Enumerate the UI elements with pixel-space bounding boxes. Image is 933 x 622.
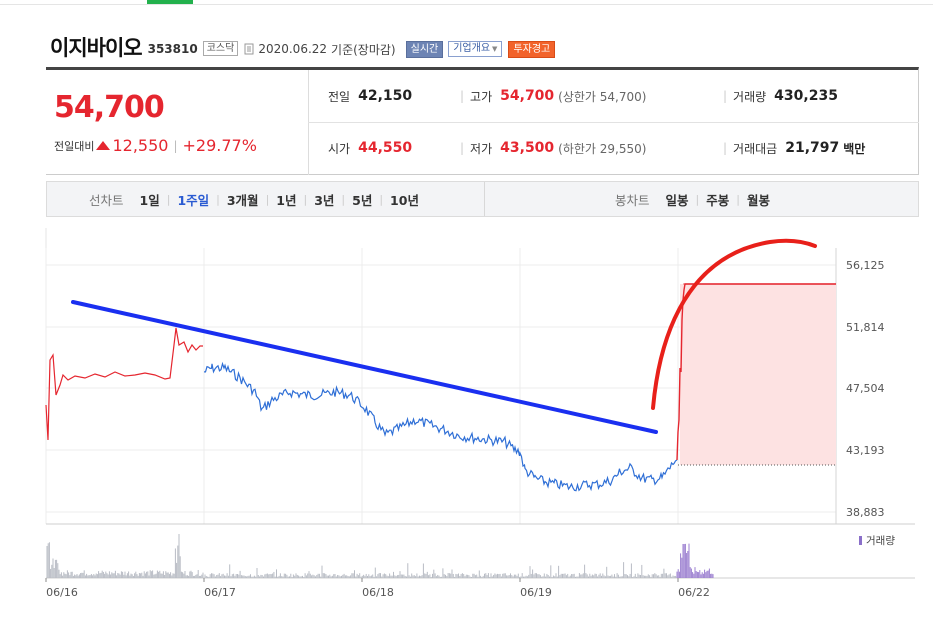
candle-selector: 봉차트 일봉 | 주봉 | 월봉 [615,182,770,216]
x-tick-label: 06/17 [204,586,236,599]
separator: | [723,141,728,155]
company-overview-label: 기업개요 [453,43,491,54]
price-change: 전일대비 12,550 | +29.77% [54,136,257,155]
amount-value: 21,797 [785,140,840,156]
top-accent-bar [147,0,193,4]
stock-code: 353810 [147,42,198,56]
y-tick-label: 38,883 [846,506,885,519]
period-3m[interactable]: 3개월 [226,192,259,208]
x-tick-label: 06/18 [362,586,394,599]
y-axis-ticks: 56,125 51,814 47,504 43,193 38,883 [846,259,885,519]
high-cell: | 고가 54,700 (상한가 54,700) [460,70,646,122]
stock-name: 이지바이오 [50,36,143,60]
separator: | [379,192,384,206]
change-label: 전일대비 [54,139,95,153]
separator: | [460,89,465,103]
y-tick-label: 56,125 [846,259,885,272]
open-value: 44,550 [358,140,413,156]
volume-label: 거래량 [733,89,767,104]
period-1y[interactable]: 1년 [276,192,297,208]
high-label: 고가 [470,89,493,104]
price-line-down-segment [204,361,678,492]
period-5y[interactable]: 5년 [352,192,373,208]
separator: | [265,192,270,206]
separator: | [723,89,728,103]
separator: | [166,192,171,206]
change-percent: +29.77% [182,136,257,155]
x-tick-label: 06/22 [678,586,710,599]
surge-arc-annotation [651,238,817,410]
candle-daily[interactable]: 일봉 [665,192,689,208]
period-selector: 선차트 1일 | 1주일 | 3개월 | 1년 | 3년 | 5년 | 10년 [89,182,419,216]
low-cell: | 저가 43,500 (하한가 29,550) [460,122,646,174]
controls-divider [484,182,485,216]
prev-close-value: 42,150 [358,88,413,104]
prev-close-label: 전일 [328,89,351,104]
y-tick-label: 47,504 [846,382,885,395]
volume-bars [46,534,862,578]
separator: | [341,192,346,206]
amount-unit: 백만 [843,141,866,156]
quote-panel: 54,700 전일대비 12,550 | +29.77% 전일 42,150 |… [46,67,919,175]
quote-date: 2020.06.22 [258,42,328,56]
quote-basis: 기준(장마감) [331,42,396,57]
top-divider [0,4,933,5]
candle-monthly[interactable]: 월봉 [746,192,770,208]
period-1d[interactable]: 1일 [139,192,160,208]
period-3y[interactable]: 3년 [314,192,335,208]
y-tick-label: 43,193 [846,444,885,457]
separator: | [303,192,308,206]
upper-limit-area [680,284,836,465]
up-arrow-icon [96,141,111,150]
current-price: 54,700 [54,90,165,125]
low-value: 43,500 [500,140,555,156]
change-amount: 12,550 [112,136,169,155]
period-10y[interactable]: 10년 [390,192,419,208]
x-tick-label: 06/16 [46,586,78,599]
x-tick-label: 06/19 [520,586,552,599]
volume-value: 430,235 [774,88,838,104]
volume-legend: 거래량 [866,535,895,547]
quote-row-1: 전일 42,150 | 고가 54,700 (상한가 54,700) | 거래량… [308,70,919,123]
separator: | [216,192,220,206]
open-cell: 시가 44,550 [328,122,412,174]
price-line-surge-segment [676,283,836,461]
current-price-panel: 54,700 전일대비 12,550 | +29.77% [46,70,309,175]
candle-weekly[interactable]: 주봉 [706,192,730,208]
high-value: 54,700 [500,88,555,104]
trend-line-annotation [71,300,658,434]
chart-controls: 선차트 1일 | 1주일 | 3개월 | 1년 | 3년 | 5년 | 10년 봉차트 일봉… [46,181,919,217]
stock-header: 이지바이오 353810 코스닥 2020.06.22 기준(장마감) 실시간 … [50,34,556,60]
upper-limit: (상한가 54,700) [558,89,647,104]
candle-chart-label: 봉차트 [615,192,650,208]
realtime-button[interactable]: 실시간 [405,40,444,58]
amount-cell: | 거래대금 21,797 백만 [723,122,865,174]
investment-warning-badge[interactable]: 투자경고 [508,40,556,58]
separator: | [736,192,740,206]
amount-label: 거래대금 [733,141,778,156]
line-chart-label: 선차트 [89,192,124,208]
separator: | [173,138,178,153]
volume-legend-swatch [859,536,862,545]
market-badge: 코스닥 [202,41,239,56]
chevron-down-icon: ▼ [492,45,498,53]
document-icon [244,43,254,55]
quote-row-2: 시가 44,550 | 저가 43,500 (하한가 29,550) | 거래대… [308,122,919,174]
separator: | [460,141,465,155]
company-overview-button[interactable]: 기업개요 ▼ [448,41,503,57]
price-line-up-segment [45,327,203,441]
separator: | [695,192,700,206]
y-tick-label: 51,814 [846,321,885,334]
lower-limit: (하한가 29,550) [558,141,647,156]
low-label: 저가 [470,141,493,156]
volume-cell: | 거래량 430,235 [723,70,838,122]
prev-close-cell: 전일 42,150 [328,70,412,122]
open-label: 시가 [328,141,351,156]
period-1w[interactable]: 1주일 [177,192,210,208]
x-axis-labels: 06/16 06/17 06/18 06/19 06/22 [45,578,710,599]
